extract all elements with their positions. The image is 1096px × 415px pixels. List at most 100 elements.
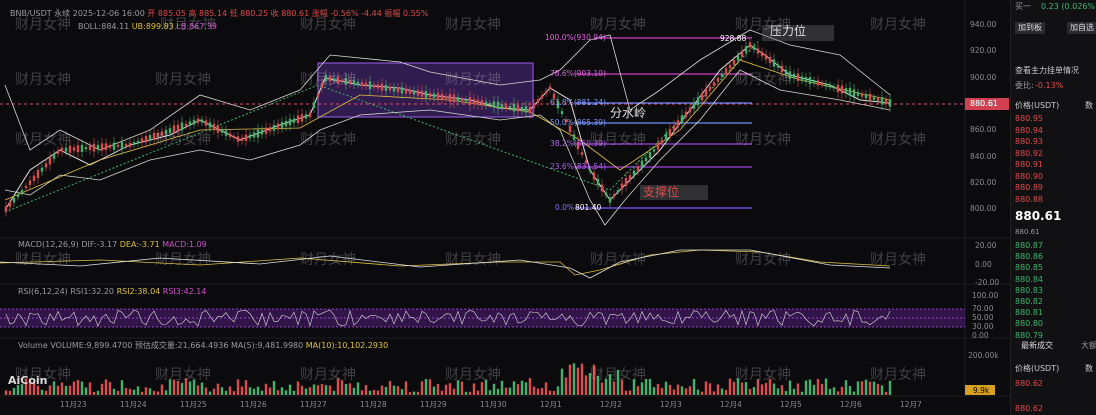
texture [324,385,328,395]
texture [248,387,252,395]
texture [384,386,388,395]
texture [740,382,744,395]
texture [344,78,348,85]
texture [752,46,756,50]
texture [760,51,764,57]
boll-ub: UB:899.83 [131,22,174,31]
favorite-button[interactable]: 加自选 [1067,22,1096,34]
annotation: 支撑位 [643,185,680,199]
texture [436,383,440,395]
texture [512,103,516,112]
texture [228,386,232,395]
texture [588,168,592,172]
last-price: 880.61 [970,99,998,108]
bid-price: 880.86 [1015,252,1043,262]
texture [116,390,120,395]
trades-tab[interactable]: 最新成交 [1021,341,1053,350]
bid-price: 880.85 [1015,263,1043,273]
main-orders-link[interactable]: 查看主力挂单情况 [1015,66,1079,75]
texture [172,125,176,134]
texture [516,384,520,395]
texture [200,382,204,395]
texture [672,125,676,131]
texture [252,388,256,395]
texture [360,82,364,86]
rsi1: RSI1:32.20 [70,287,115,296]
texture [300,385,304,395]
texture [724,68,728,74]
texture [388,381,392,395]
watermark: 财月女神 [590,367,646,383]
price-tick-label: 820.00 [970,177,997,187]
texture [708,86,712,91]
texture [460,381,464,395]
texture [452,94,456,103]
texture [40,167,44,172]
qty-header: 数 [1085,101,1093,110]
texture [44,390,48,395]
texture [72,381,76,395]
texture [692,378,696,395]
texture [244,134,248,142]
watermark: 财月女神 [300,72,356,88]
watermark: 财月女神 [445,72,501,88]
date-label: 11月27 [300,400,327,409]
texture [848,87,852,96]
texture [836,84,840,93]
texture [188,381,192,395]
rsi-tick-label: 30.00 [972,322,994,331]
price-header: 价格(USDT) [1015,101,1060,110]
texture [864,379,868,395]
texture [600,382,604,395]
texture [172,379,176,395]
texture [124,388,128,395]
texture [372,84,376,88]
texture [44,163,48,168]
texture [304,388,308,395]
texture [576,141,580,150]
watermark: 财月女神 [300,367,356,383]
texture [412,391,416,395]
texture [124,144,128,147]
texture [384,84,388,91]
rsi-tick-label: 70.00 [972,304,994,313]
rsi-tick-label: 0.00 [972,331,989,340]
texture [300,114,304,122]
texture [408,89,412,94]
texture [112,388,116,395]
watermark: 财月女神 [445,367,501,383]
texture [168,128,172,134]
watermark: 财月女神 [15,132,71,148]
time: 2025-12-06 16:00 [72,9,145,18]
texture [816,379,820,395]
texture [480,382,484,395]
rsi-name: RSI(6,12,24) [18,287,68,296]
texture [28,378,32,395]
texture [364,82,368,87]
texture [544,91,548,94]
trade-price: 880.62 [1015,379,1043,388]
texture [312,102,316,108]
texture [500,103,504,108]
big-trades-tab[interactable]: 大额 [1081,341,1096,350]
texture [716,77,720,82]
macd-tick-label: 0.00 [975,259,992,269]
texture [776,388,780,395]
texture [340,79,344,82]
texture [644,378,648,395]
texture [464,99,468,102]
add-button[interactable]: 加到板 [1015,22,1045,34]
texture [280,387,284,395]
ask-price: 880.95 [1015,114,1043,123]
texture [328,385,332,395]
texture [888,99,892,107]
texture [76,145,80,153]
texture [100,383,104,395]
texture [780,385,784,395]
date-label: 12月1 [540,400,562,409]
texture [612,381,616,395]
texture [620,379,624,395]
texture [512,381,516,395]
texture [192,119,196,125]
ask-price: 880.94 [1015,125,1043,135]
